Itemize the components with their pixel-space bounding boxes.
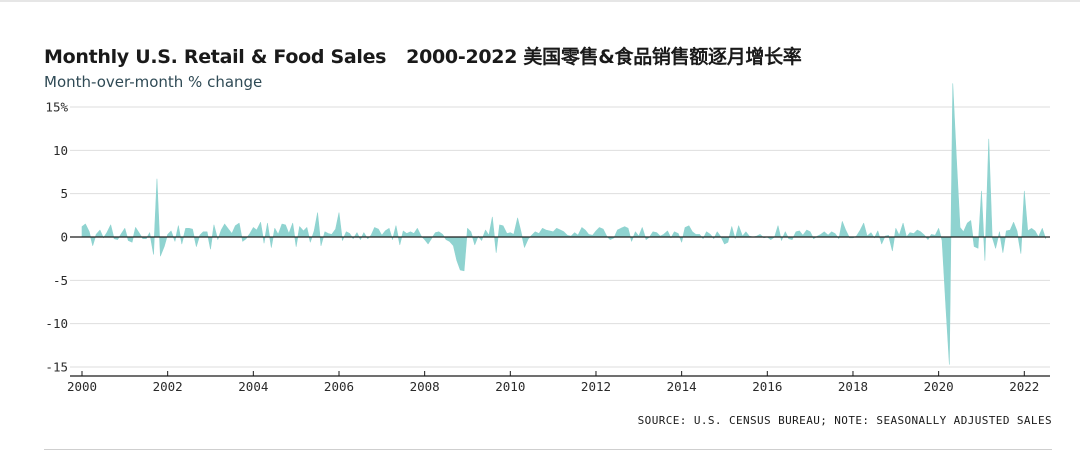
x-tick-label-1: 2002 xyxy=(153,379,183,394)
x-tick-label-9: 2018 xyxy=(838,379,868,394)
chart-title-en: Monthly U.S. Retail & Food Sales xyxy=(44,46,387,68)
gridlines xyxy=(70,106,1050,368)
source-note: SOURCE: U.S. CENSUS BUREAU; NOTE: SEASON… xyxy=(637,414,1052,427)
bottom-rule xyxy=(44,449,1052,450)
chart-title-cn: 2000-2022 美国零售&食品销售额逐月增长率 xyxy=(406,46,802,68)
x-tick-label-6: 2012 xyxy=(581,379,611,394)
y-tick-label-4: -5 xyxy=(53,273,68,288)
x-tick-label-11: 2022 xyxy=(1009,379,1039,394)
area-series-0 xyxy=(81,83,1047,365)
x-tick-label-0: 2000 xyxy=(67,379,97,394)
y-tick-label-1: 10 xyxy=(53,143,68,158)
y-tick-label-6: -15 xyxy=(45,360,68,375)
top-rule xyxy=(0,0,1080,2)
x-tick-label-7: 2014 xyxy=(667,379,697,394)
x-tick-label-2: 2004 xyxy=(238,379,268,394)
y-tick-label-3: 0 xyxy=(60,230,68,245)
x-axis: 2000 2002 2004 2006 2008 2010 2012 2014 2016 2018… xyxy=(67,371,1050,394)
y-tick-label-5: -10 xyxy=(45,316,68,331)
x-tick-label-4: 2008 xyxy=(410,379,440,394)
x-tick-label-8: 2016 xyxy=(752,379,782,394)
x-tick-label-10: 2020 xyxy=(924,379,954,394)
chart-subtitle: Month-over-month % change xyxy=(44,73,263,91)
x-tick-label-3: 2006 xyxy=(324,379,354,394)
y-tick-label-0: 15% xyxy=(45,100,68,115)
chart-title: Monthly U.S. Retail & Food Sales 2000-202… xyxy=(44,42,802,69)
y-axis-labels: 15% 10 5 0 -5 -10 -15 xyxy=(45,100,68,375)
x-tick-label-5: 2010 xyxy=(495,379,525,394)
y-tick-label-2: 5 xyxy=(60,186,68,201)
data-area xyxy=(81,83,1047,365)
